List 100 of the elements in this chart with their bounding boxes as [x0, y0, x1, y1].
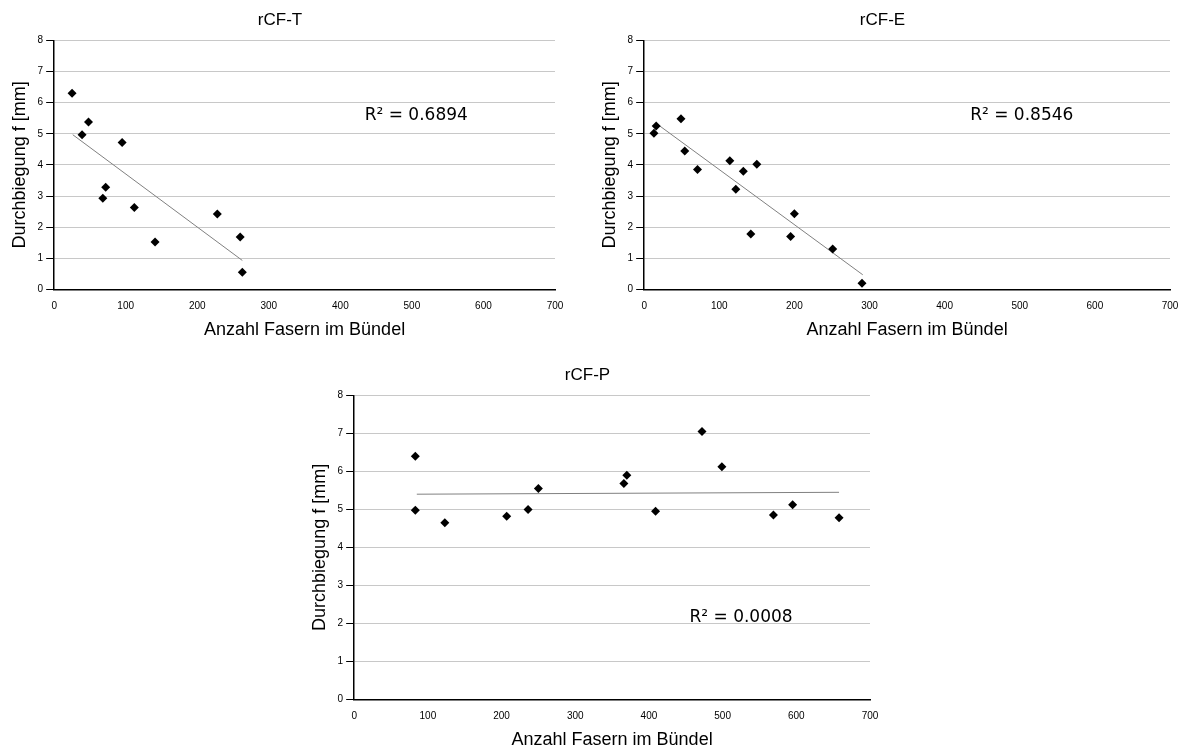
point — [502, 511, 512, 521]
y-tick-label: 2 — [37, 220, 44, 232]
x-tick-label: 600 — [787, 710, 806, 722]
x-tick-label: 200 — [786, 300, 804, 312]
y-tick-label: 5 — [627, 127, 634, 139]
point — [731, 184, 741, 194]
point — [789, 209, 799, 219]
point — [523, 504, 533, 514]
point — [622, 470, 632, 480]
point — [717, 462, 727, 472]
x-tick-label: 0 — [51, 300, 58, 312]
point — [235, 232, 245, 242]
point — [693, 165, 702, 175]
y-axis-title: Durchbiegung f [mm] — [598, 81, 619, 249]
y-tick-label: 6 — [627, 96, 634, 108]
y-tick-label: 8 — [627, 34, 634, 46]
annotation: R² = 0.8546 — [970, 103, 1074, 124]
y-tick-label: 7 — [37, 65, 44, 77]
x-tick-label: 700 — [1161, 300, 1179, 312]
point — [651, 506, 661, 516]
point — [212, 209, 222, 219]
point — [651, 121, 661, 131]
x-tick-label: 0 — [641, 300, 648, 312]
x-tick-label: 300 — [260, 300, 278, 312]
x-tick-label: 200 — [188, 300, 207, 312]
y-tick-label: 8 — [337, 389, 344, 401]
x-tick-label: 600 — [1086, 300, 1104, 312]
point — [676, 114, 686, 124]
x-tick-label: 400 — [640, 710, 658, 722]
x-tick-label: 100 — [419, 710, 437, 722]
point — [440, 518, 450, 528]
y-tick-label: 3 — [627, 189, 634, 201]
point — [828, 244, 838, 254]
y-tick-label: 1 — [37, 252, 44, 264]
y-axis-title: Durchbiegung f [mm] — [308, 463, 329, 631]
point — [410, 451, 420, 461]
y-tick-label: 7 — [627, 65, 634, 77]
point — [533, 484, 543, 493]
y-tick-label: 4 — [627, 158, 634, 170]
x-tick-label: 200 — [493, 710, 511, 722]
y-tick-label: 0 — [37, 283, 44, 295]
x-axis-title: Anzahl Fasern im Bündel — [204, 319, 406, 340]
y-tick-label: 3 — [337, 579, 344, 591]
point — [117, 137, 127, 147]
point — [834, 513, 844, 523]
annotation: R² = 0.0008 — [689, 605, 793, 626]
point — [649, 128, 659, 138]
x-tick-label: 300 — [861, 300, 879, 312]
point — [237, 267, 247, 277]
x-tick-label: 300 — [566, 710, 585, 722]
point — [768, 510, 778, 520]
y-tick-label: 2 — [337, 617, 344, 629]
point — [788, 500, 798, 510]
point — [619, 479, 629, 489]
x-axis-title: Anzahl Fasern im Bündel — [511, 729, 713, 750]
point — [410, 505, 420, 515]
point — [857, 278, 867, 288]
y-tick-label: 6 — [37, 96, 44, 108]
x-tick-label: 100 — [710, 300, 729, 312]
y-tick-label: 3 — [37, 189, 44, 201]
y-tick-label: 5 — [337, 503, 344, 515]
y-tick-label: 8 — [37, 34, 44, 46]
y-tick-label: 4 — [37, 158, 44, 170]
y-tick-label: 1 — [627, 252, 634, 264]
chart-title: rCF-T — [257, 9, 303, 29]
x-tick-label: 0 — [351, 710, 358, 722]
x-tick-label: 700 — [861, 710, 879, 722]
y-tick-label: 1 — [337, 655, 344, 667]
point — [84, 117, 94, 127]
y-tick-label: 5 — [37, 127, 44, 139]
x-tick-label: 500 — [714, 710, 732, 722]
point — [150, 237, 160, 247]
chart-title: rCF-E — [859, 9, 906, 29]
x-tick-label: 500 — [403, 300, 421, 312]
point — [786, 231, 796, 241]
x-tick-label: 100 — [117, 300, 135, 312]
point — [98, 193, 108, 203]
point — [746, 229, 756, 239]
x-axis-title: Anzahl Fasern im Bündel — [806, 319, 1008, 340]
y-tick-label: 7 — [337, 427, 344, 439]
y-axis-title: Durchbiegung f [mm] — [8, 81, 29, 249]
y-tick-label: 0 — [337, 693, 344, 705]
point — [680, 146, 690, 156]
point — [697, 427, 707, 436]
y-tick-label: 4 — [337, 541, 344, 553]
annotation: R² = 0.6894 — [364, 103, 468, 124]
point — [738, 166, 748, 176]
x-tick-label: 500 — [1011, 300, 1029, 312]
y-tick-label: 0 — [627, 283, 634, 295]
point — [101, 182, 111, 192]
point — [67, 88, 77, 98]
x-tick-label: 400 — [936, 300, 954, 312]
point — [77, 130, 87, 140]
y-tick-label: 2 — [627, 220, 634, 232]
point — [752, 159, 762, 169]
y-tick-label: 6 — [337, 465, 344, 477]
chart-title: rCF-P — [564, 364, 611, 384]
point — [129, 203, 139, 213]
point — [725, 156, 735, 166]
x-tick-label: 600 — [475, 300, 493, 312]
